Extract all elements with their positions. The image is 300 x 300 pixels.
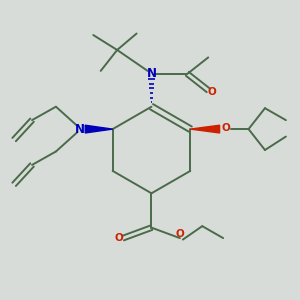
Text: N: N: [146, 68, 157, 80]
Text: O: O: [208, 87, 217, 97]
Polygon shape: [190, 125, 220, 133]
Text: N: N: [75, 123, 85, 136]
Polygon shape: [85, 125, 113, 133]
Text: O: O: [222, 123, 230, 133]
Text: O: O: [176, 229, 184, 238]
Text: O: O: [115, 233, 124, 243]
